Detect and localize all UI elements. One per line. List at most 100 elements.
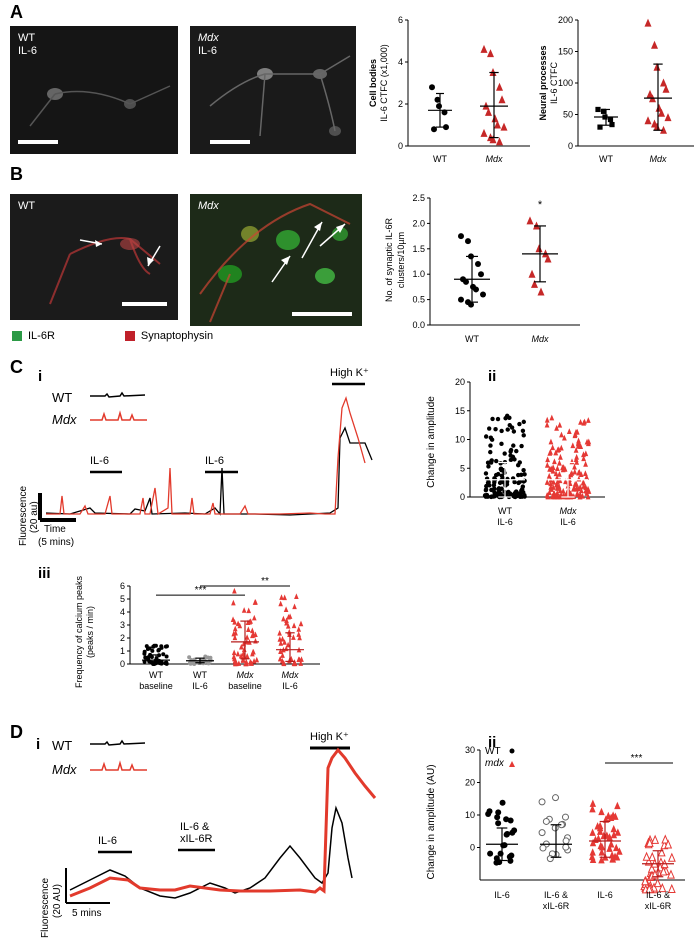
data-point bbox=[161, 652, 166, 657]
data-point bbox=[642, 851, 651, 861]
data-point bbox=[143, 655, 148, 660]
data-point-wt bbox=[468, 301, 474, 308]
legend-label-mdx: mdx bbox=[485, 758, 505, 769]
x-tick-label: IL-6 bbox=[560, 517, 576, 527]
data-point-mdx bbox=[580, 492, 585, 499]
data-point-mdx bbox=[574, 481, 579, 487]
data-point-wt bbox=[507, 415, 512, 421]
data-point-mdx bbox=[485, 107, 492, 116]
data-point bbox=[613, 843, 620, 852]
y-axis-label: No. of synaptic IL-6R bbox=[384, 217, 394, 302]
y-tick-label: 20 bbox=[455, 377, 465, 387]
trace-ci-legend-wt-line bbox=[90, 391, 146, 398]
data-point-wt bbox=[431, 126, 437, 133]
data-point-wt bbox=[511, 429, 517, 434]
data-point bbox=[253, 631, 258, 638]
data-point bbox=[291, 622, 297, 629]
x-tick-label: Mdx bbox=[281, 670, 299, 680]
data-point-mdx bbox=[549, 414, 555, 421]
data-point-wt bbox=[511, 443, 516, 448]
data-point-mdx bbox=[549, 493, 555, 500]
micrograph-b-wt-label: WT bbox=[18, 200, 36, 212]
data-point bbox=[244, 652, 250, 659]
data-point-mdx bbox=[551, 478, 556, 485]
data-point-wt bbox=[490, 416, 495, 422]
data-point-mdx bbox=[561, 434, 567, 441]
data-point-wt bbox=[429, 84, 435, 91]
data-point-wt bbox=[484, 483, 489, 489]
data-point-wt bbox=[498, 466, 504, 472]
data-point bbox=[235, 650, 241, 657]
data-point bbox=[153, 643, 158, 648]
x-tick-label: IL-6 bbox=[494, 890, 510, 900]
data-point bbox=[285, 623, 291, 629]
data-point-mdx bbox=[580, 478, 586, 485]
panel-dii-label: ii bbox=[488, 734, 497, 751]
data-point bbox=[149, 654, 154, 659]
data-point-wt bbox=[521, 419, 526, 425]
data-point-mdx bbox=[550, 444, 556, 451]
data-point-wt bbox=[483, 471, 489, 476]
data-point bbox=[164, 644, 169, 649]
data-point bbox=[562, 843, 570, 851]
y-tick-label: 0 bbox=[120, 659, 125, 669]
micrograph-a-wt: WT IL-6 bbox=[10, 26, 178, 154]
data-point bbox=[244, 634, 250, 640]
data-point bbox=[147, 646, 152, 651]
trace-di-fluor-label-2: (20 AU) bbox=[52, 884, 63, 918]
data-point bbox=[282, 639, 287, 645]
legend-label-wt: WT bbox=[485, 746, 501, 757]
data-point bbox=[150, 648, 155, 653]
micrograph-b-mdx-label: Mdx bbox=[198, 200, 219, 212]
data-point-wt bbox=[500, 475, 505, 481]
data-point-mdx bbox=[572, 432, 578, 439]
x-tick-label: WT bbox=[149, 670, 163, 680]
data-point bbox=[645, 883, 654, 894]
trace-di-mdx-trace bbox=[69, 747, 377, 898]
data-point-wt bbox=[499, 486, 504, 491]
data-point bbox=[232, 634, 238, 641]
data-point-mdx bbox=[544, 421, 550, 428]
x-tick-label: baseline bbox=[228, 681, 262, 691]
data-point bbox=[298, 620, 304, 627]
data-point-wt bbox=[499, 441, 504, 447]
data-point bbox=[241, 607, 247, 613]
data-point-mdx bbox=[658, 108, 665, 117]
scale-bar bbox=[292, 312, 352, 316]
data-point-wt bbox=[519, 472, 524, 477]
y-axis-label: IL-6 CTFC bbox=[549, 62, 559, 105]
data-point bbox=[245, 619, 251, 626]
data-point bbox=[610, 824, 617, 833]
data-point bbox=[589, 848, 596, 856]
data-point-mdx bbox=[660, 78, 667, 87]
data-point bbox=[504, 830, 511, 837]
significance-marker: ** bbox=[261, 576, 269, 587]
y-tick-label: 0 bbox=[460, 492, 465, 502]
data-point-wt bbox=[494, 458, 499, 464]
micrograph-a-mdx-label-2: IL-6 bbox=[198, 45, 217, 57]
data-point bbox=[156, 648, 161, 653]
y-tick-label: 200 bbox=[558, 15, 573, 25]
data-point bbox=[164, 660, 169, 665]
data-point bbox=[246, 607, 252, 614]
legend-marker-mdx bbox=[509, 761, 515, 767]
data-point-mdx bbox=[496, 82, 503, 91]
micrograph-a-mdx-cells bbox=[209, 55, 351, 137]
data-point bbox=[250, 632, 255, 639]
data-point-mdx bbox=[577, 483, 583, 490]
data-point bbox=[279, 594, 284, 600]
y-tick-label: 0 bbox=[470, 843, 475, 853]
y-tick-label: 0.0 bbox=[412, 320, 425, 330]
x-tick-label: Mdx bbox=[649, 154, 667, 164]
data-point bbox=[231, 599, 236, 606]
data-point bbox=[232, 625, 238, 632]
data-point bbox=[146, 655, 151, 660]
data-point bbox=[277, 630, 282, 636]
x-tick-label: WT bbox=[498, 506, 512, 516]
data-point-wt bbox=[485, 460, 491, 465]
trace-di-fluor-label-1: Fluorescence bbox=[40, 878, 51, 938]
data-point-mdx bbox=[528, 269, 536, 278]
data-point-mdx bbox=[561, 464, 567, 470]
